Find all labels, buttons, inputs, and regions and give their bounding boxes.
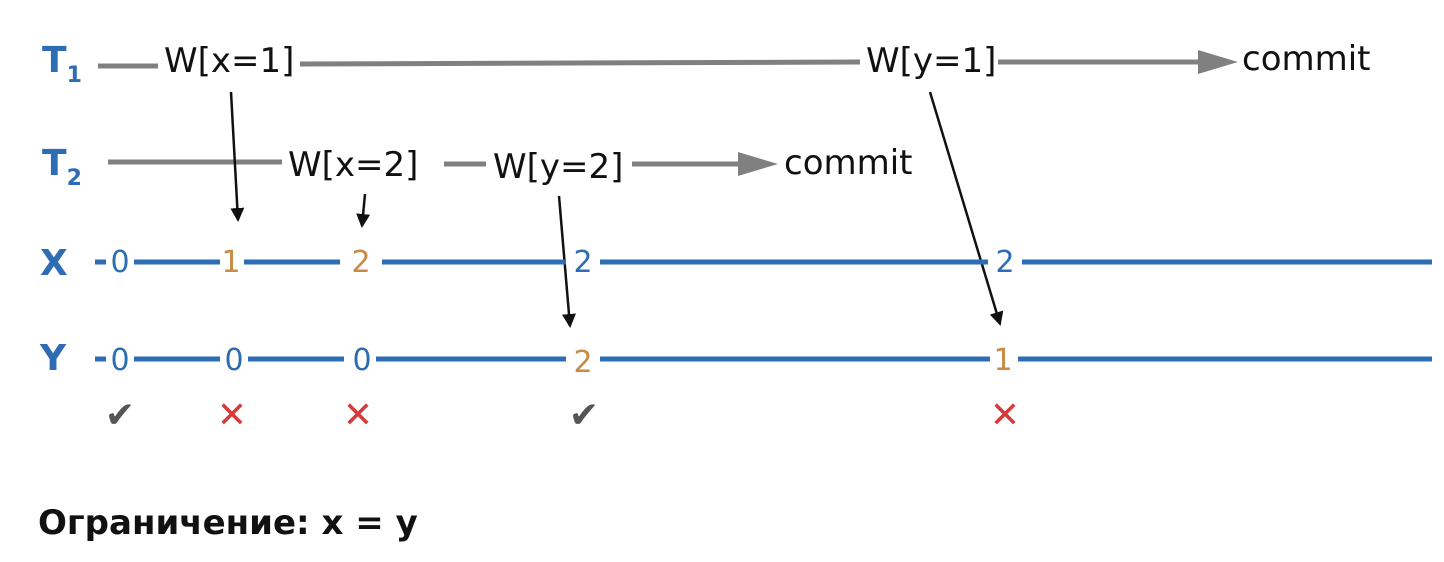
constraint-text: Ограничение: x = y xyxy=(38,503,418,543)
var-y-label: Y xyxy=(39,338,67,379)
t1-op-write-x: W[x=1] xyxy=(164,41,294,81)
arrow-t1-y xyxy=(928,91,1004,326)
cross-icon: ✕ xyxy=(217,395,247,436)
y-value: 0 xyxy=(352,343,371,378)
x-value: 0 xyxy=(110,245,129,280)
arrow-t2-x xyxy=(356,193,371,228)
t1-arrowhead xyxy=(1198,50,1238,74)
cross-icon: ✕ xyxy=(343,395,373,436)
t1-commit: commit xyxy=(1242,39,1371,79)
x-value: 2 xyxy=(573,245,592,280)
t1-op-write-y: W[y=1] xyxy=(866,41,996,81)
t2-op-write-y: W[y=2] xyxy=(493,147,623,187)
y-value: 0 xyxy=(110,343,129,378)
t1-line-seg2 xyxy=(299,59,861,67)
t2-op-write-x: W[x=2] xyxy=(288,145,418,185)
cross-icon: ✕ xyxy=(990,395,1020,436)
y-value: 1 xyxy=(993,343,1012,378)
t2-arrowhead xyxy=(738,152,778,176)
arrow-t1-x xyxy=(229,91,245,222)
check-icon: ✔ xyxy=(105,395,135,436)
y-value: 0 xyxy=(224,343,243,378)
t2-label: T2 xyxy=(42,143,82,191)
t1-label: T1 xyxy=(42,40,82,88)
check-icon: ✔ xyxy=(569,395,599,436)
var-x-label: X xyxy=(40,243,68,284)
x-value: 2 xyxy=(351,245,370,280)
x-value: 2 xyxy=(995,245,1014,280)
y-value: 2 xyxy=(573,345,592,380)
t2-commit: commit xyxy=(784,143,913,183)
x-value: 1 xyxy=(221,245,240,280)
